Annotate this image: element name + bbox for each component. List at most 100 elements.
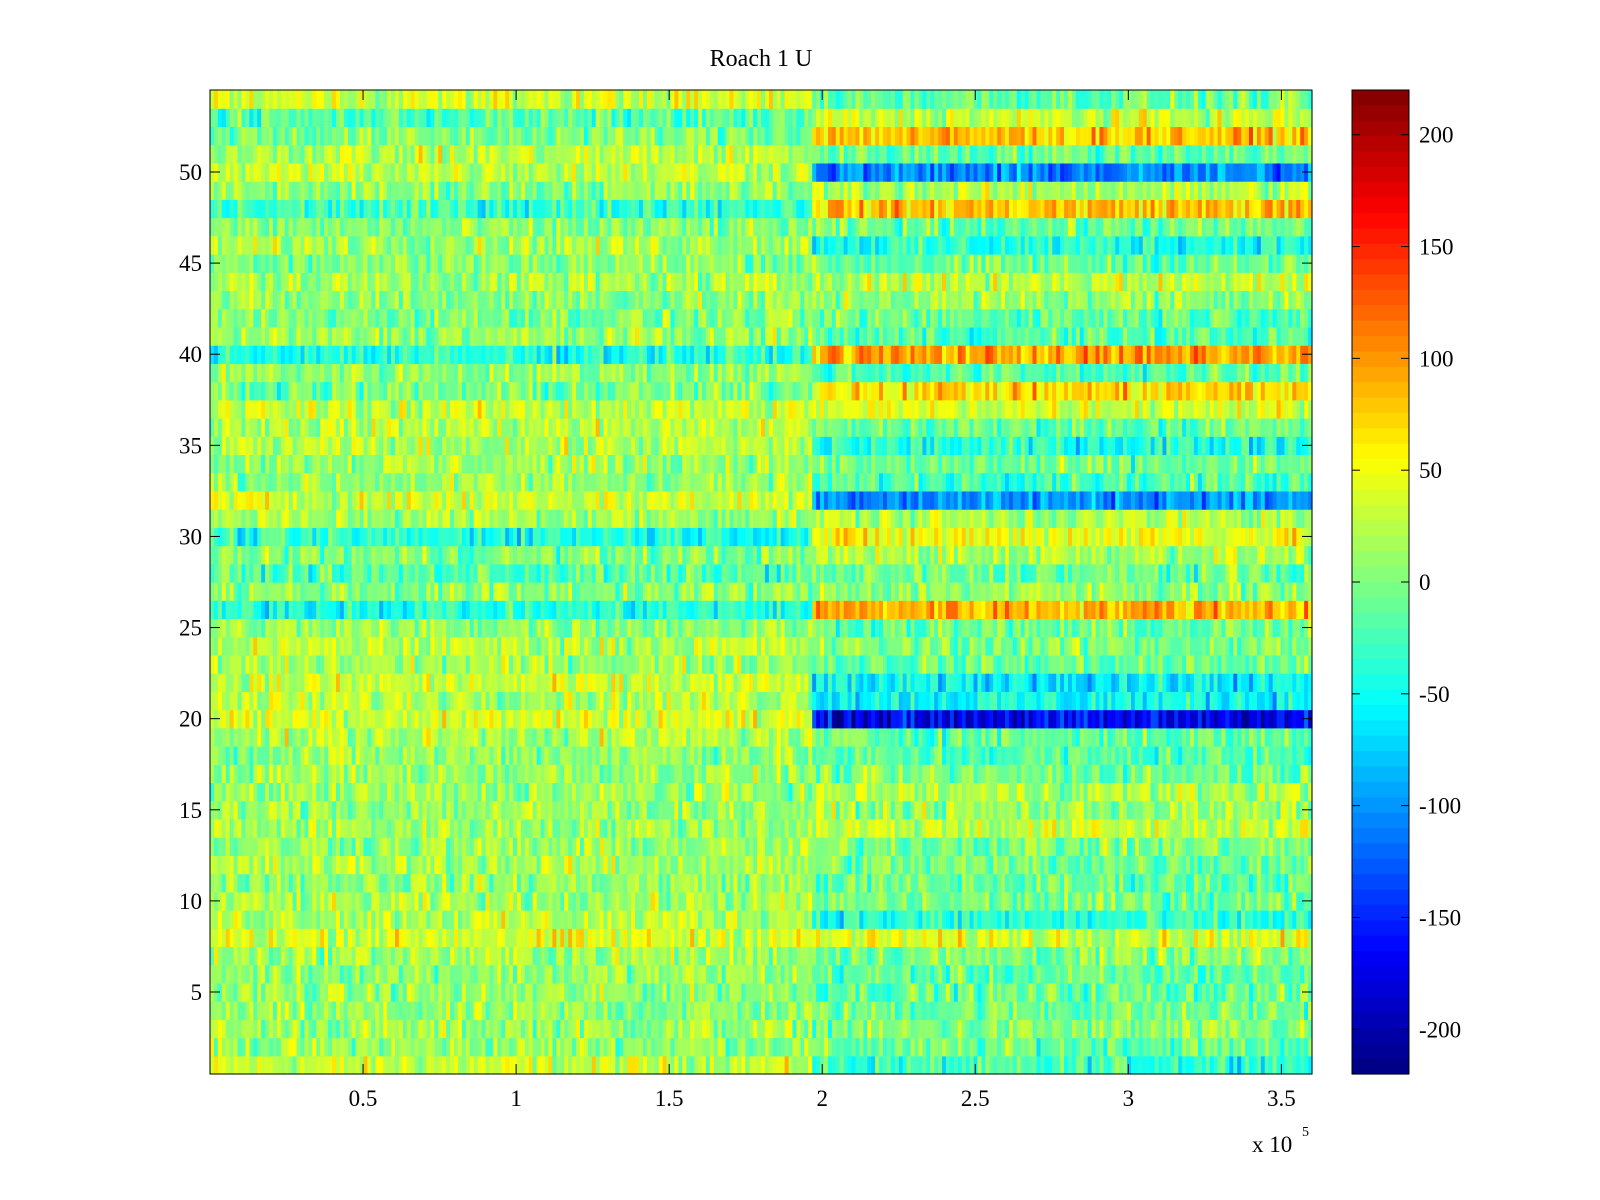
heatmap-cell xyxy=(997,1055,1002,1075)
heatmap-cell xyxy=(1245,873,1250,893)
heatmap-cell xyxy=(883,855,888,875)
heatmap-cell xyxy=(457,910,463,929)
heatmap-cell xyxy=(536,946,542,966)
heatmap-cell xyxy=(1032,891,1038,911)
heatmap-cell xyxy=(335,1055,341,1075)
heatmap-cell xyxy=(1166,837,1171,856)
heatmap-cell xyxy=(1111,928,1116,948)
heatmap-cell xyxy=(1146,855,1152,875)
heatmap-cell xyxy=(572,764,577,784)
heatmap-cell xyxy=(1296,782,1301,802)
heatmap-cell xyxy=(654,782,660,802)
heatmap-cell xyxy=(560,1019,565,1039)
heatmap-cell xyxy=(513,1055,518,1075)
heatmap-cell xyxy=(969,982,975,1002)
heatmap-cell xyxy=(312,818,317,838)
heatmap-cell xyxy=(1115,782,1120,802)
heatmap-cell xyxy=(1064,855,1069,875)
heatmap-cell xyxy=(977,873,982,893)
heatmap-cell xyxy=(1193,891,1199,911)
heatmap-cell xyxy=(292,855,298,875)
heatmap-cell xyxy=(257,946,262,966)
heatmap-cell xyxy=(953,910,959,929)
heatmap-cell xyxy=(383,982,388,1002)
heatmap-cell xyxy=(1099,1019,1105,1039)
heatmap-cell xyxy=(265,764,270,784)
heatmap-cell xyxy=(603,837,609,856)
heatmap-cell xyxy=(717,818,723,838)
heatmap-cell xyxy=(914,1055,920,1075)
heatmap-cell xyxy=(1060,764,1065,784)
heatmap-cell xyxy=(320,818,325,838)
heatmap-cell xyxy=(359,1001,365,1020)
heatmap-cell xyxy=(516,946,522,966)
heatmap-cell xyxy=(662,928,668,948)
heatmap-cell xyxy=(1056,746,1061,765)
heatmap-cell xyxy=(1079,764,1085,784)
heatmap-cell xyxy=(532,855,538,875)
heatmap-cell xyxy=(564,928,569,948)
heatmap-cell xyxy=(772,782,778,802)
heatmap-cell xyxy=(524,1001,530,1020)
heatmap-cell xyxy=(1040,782,1045,802)
heatmap-cell xyxy=(473,837,479,856)
heatmap-cell xyxy=(284,982,290,1002)
heatmap-cell xyxy=(1119,891,1124,911)
heatmap-cell xyxy=(560,910,565,929)
heatmap-cell xyxy=(961,1001,967,1020)
heatmap-cell xyxy=(332,782,337,802)
heatmap-cell xyxy=(1256,764,1262,784)
heatmap-cell xyxy=(284,1055,290,1075)
heatmap-cell xyxy=(394,764,400,784)
heatmap-cell xyxy=(276,946,282,966)
heatmap-cell xyxy=(316,1019,321,1039)
heatmap-cell xyxy=(509,800,514,820)
heatmap-cell xyxy=(599,764,605,784)
heatmap-cell xyxy=(257,764,262,784)
heatmap-cell xyxy=(312,800,317,820)
heatmap-cell xyxy=(308,855,313,875)
heatmap-cell xyxy=(1233,818,1238,838)
heatmap-cell xyxy=(654,1001,660,1020)
heatmap-cell xyxy=(221,982,227,1002)
heatmap-cell xyxy=(1111,818,1116,838)
heatmap-cell xyxy=(300,982,306,1002)
heatmap-cell xyxy=(552,746,557,765)
heatmap-cell xyxy=(910,964,916,984)
heatmap-cell xyxy=(229,1037,235,1057)
heatmap-cell xyxy=(883,818,888,838)
heatmap-cell xyxy=(1119,855,1124,875)
heatmap-cell xyxy=(997,800,1002,820)
heatmap-cell xyxy=(666,910,672,929)
heatmap-cell xyxy=(831,764,837,784)
heatmap-cell xyxy=(599,873,605,893)
heatmap-cell xyxy=(591,1037,597,1057)
heatmap-cell xyxy=(1127,800,1132,820)
heatmap-cell xyxy=(324,1001,329,1020)
heatmap-cell xyxy=(536,1001,542,1020)
heatmap-cell xyxy=(430,964,435,984)
heatmap-cell xyxy=(1095,964,1101,984)
heatmap-cell xyxy=(780,982,786,1002)
heatmap-cell xyxy=(701,1019,707,1039)
heatmap-cell xyxy=(1280,855,1286,875)
heatmap-cell xyxy=(237,910,243,929)
heatmap-cell xyxy=(1119,837,1124,856)
heatmap-cell xyxy=(741,946,746,966)
heatmap-cell xyxy=(1256,818,1262,838)
heatmap-cell xyxy=(210,1019,215,1039)
heatmap-cell xyxy=(513,982,518,1002)
heatmap-cell xyxy=(1260,891,1266,911)
heatmap-cell xyxy=(1044,837,1049,856)
heatmap-cell xyxy=(682,946,687,966)
heatmap-cell xyxy=(642,800,648,820)
heatmap-cell xyxy=(560,764,565,784)
heatmap-cell xyxy=(572,964,577,984)
heatmap-cell xyxy=(454,1001,459,1020)
heatmap-cell xyxy=(1189,818,1195,838)
heatmap-cell xyxy=(981,837,986,856)
heatmap-cell xyxy=(583,837,589,856)
heatmap-cell xyxy=(957,964,963,984)
heatmap-cell xyxy=(284,928,290,948)
heatmap-cell xyxy=(804,1037,809,1057)
